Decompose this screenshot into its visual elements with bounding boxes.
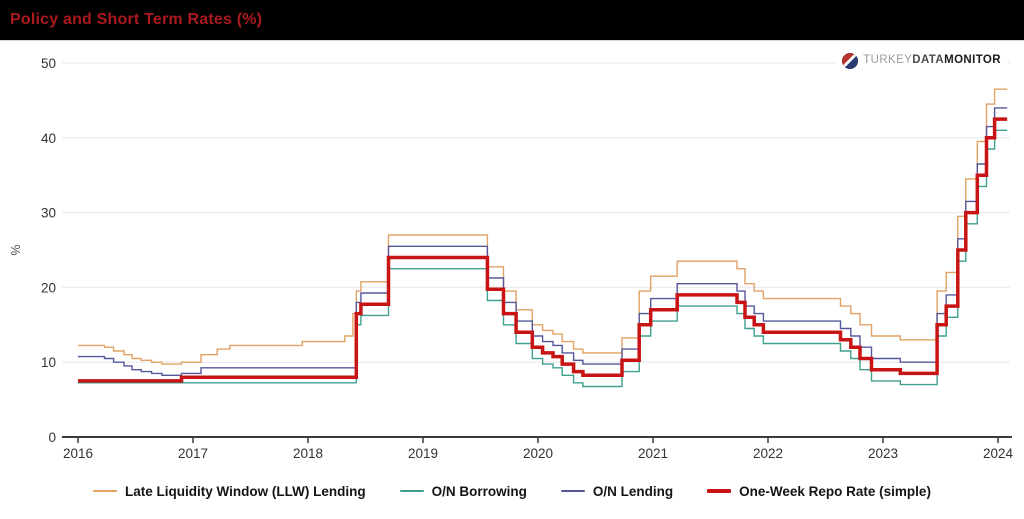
logo-text-data: DATA xyxy=(912,54,945,67)
title-bar: Policy and Short Term Rates (%) xyxy=(0,0,1024,41)
svg-text:0: 0 xyxy=(48,430,56,445)
chart-legend: Late Liquidity Window (LLW) Lending O/N … xyxy=(0,477,1024,505)
legend-item-on-lending[interactable]: O/N Lending xyxy=(560,483,674,499)
svg-text:%: % xyxy=(9,244,23,255)
chart-area: 2016 2017 2018 2019 2020 2021 2022 2023 2024 0 10 2… xyxy=(0,40,1024,480)
svg-text:2022: 2022 xyxy=(753,446,783,461)
legend-item-llw-lending[interactable]: Late Liquidity Window (LLW) Lending xyxy=(93,484,366,499)
svg-text:2023: 2023 xyxy=(868,446,898,461)
svg-text:2018: 2018 xyxy=(293,446,323,461)
legend-item-one-week-repo[interactable]: One-Week Repo Rate (simple) xyxy=(707,484,931,499)
legend-label-on-borrowing: O/N Borrowing xyxy=(431,483,527,499)
legend-label-llw: Late Liquidity Window (LLW) Lending xyxy=(125,483,366,499)
turkeydatamonitor-logo: TURKEY DATA MONITOR xyxy=(835,51,1008,71)
svg-text:2017: 2017 xyxy=(178,446,208,461)
svg-text:2024: 2024 xyxy=(983,446,1014,461)
legend-label-on-lending: O/N Lending xyxy=(592,483,674,499)
legend-swatch-on-lending xyxy=(560,490,585,492)
svg-text:2016: 2016 xyxy=(63,446,93,461)
logo-globe-icon xyxy=(842,53,859,69)
svg-text:2020: 2020 xyxy=(523,446,553,461)
svg-text:2019: 2019 xyxy=(408,446,438,461)
legend-swatch-on-borrowing xyxy=(399,490,424,492)
chart-title: Policy and Short Term Rates (%) xyxy=(10,11,263,28)
svg-text:30: 30 xyxy=(41,206,56,221)
rates-chart: 2016 2017 2018 2019 2020 2021 2022 2023 2024 0 10 2… xyxy=(9,56,1014,461)
logo-text-turkey: TURKEY xyxy=(863,54,913,67)
svg-text:20: 20 xyxy=(41,280,56,295)
legend-swatch-one-week-repo xyxy=(707,489,732,493)
legend-label-one-week-repo: One-Week Repo Rate (simple) xyxy=(739,483,931,499)
svg-text:40: 40 xyxy=(41,131,56,146)
logo-text-monitor: MONITOR xyxy=(944,54,1001,67)
svg-text:50: 50 xyxy=(41,56,56,71)
svg-text:2021: 2021 xyxy=(638,446,668,461)
legend-item-on-borrowing[interactable]: O/N Borrowing xyxy=(399,483,527,499)
svg-text:10: 10 xyxy=(41,355,56,370)
legend-swatch-llw xyxy=(93,490,118,492)
